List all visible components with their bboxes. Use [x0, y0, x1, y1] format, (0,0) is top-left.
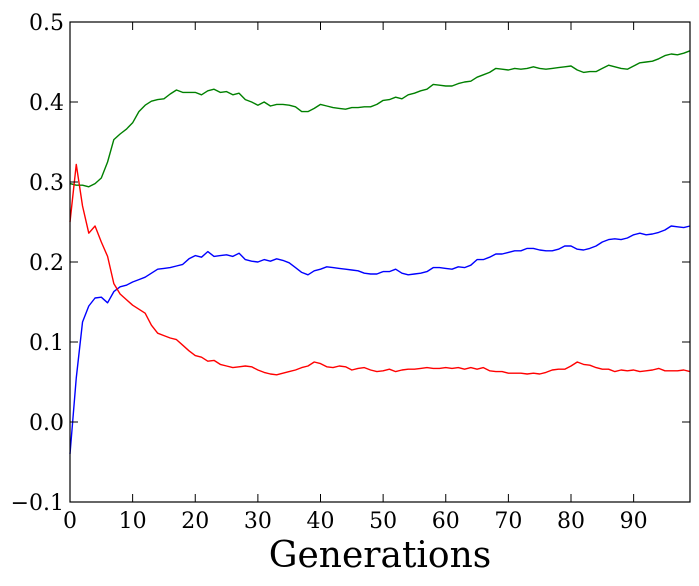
x-tick-label: 0	[63, 509, 77, 534]
y-tick-label: 0.3	[29, 171, 64, 196]
x-tick-label: 70	[494, 509, 522, 534]
y-tick-label: 0.0	[29, 411, 64, 436]
series-layer	[69, 50, 691, 455]
y-tick-label: 0.5	[29, 11, 64, 36]
x-tick-label: 90	[620, 509, 648, 534]
ticks-layer	[69, 21, 690, 503]
tick-labels-layer: 0 10 20 30 40 50 60 70 80 90 −0.1 0.0 0.1 0.2 0.3 0.4 0.…	[11, 11, 648, 534]
x-tick-label: 60	[432, 509, 460, 534]
x-tick-label: 80	[557, 509, 585, 534]
series-line-1	[69, 50, 691, 188]
plot-frame	[69, 21, 691, 503]
x-tick-label: 20	[181, 509, 209, 534]
x-axis-title: Generations	[269, 535, 492, 576]
x-tick-label: 10	[119, 509, 147, 534]
series-line-3	[69, 163, 691, 376]
y-tick-label: −0.1	[11, 491, 64, 516]
x-tick-label: 30	[244, 509, 272, 534]
y-tick-label: 0.4	[29, 91, 64, 116]
x-tick-label: 50	[369, 509, 397, 534]
series-line-2	[69, 225, 691, 455]
y-tick-label: 0.1	[29, 331, 64, 356]
y-tick-label: 0.2	[29, 251, 64, 276]
x-tick-label: 40	[307, 509, 335, 534]
